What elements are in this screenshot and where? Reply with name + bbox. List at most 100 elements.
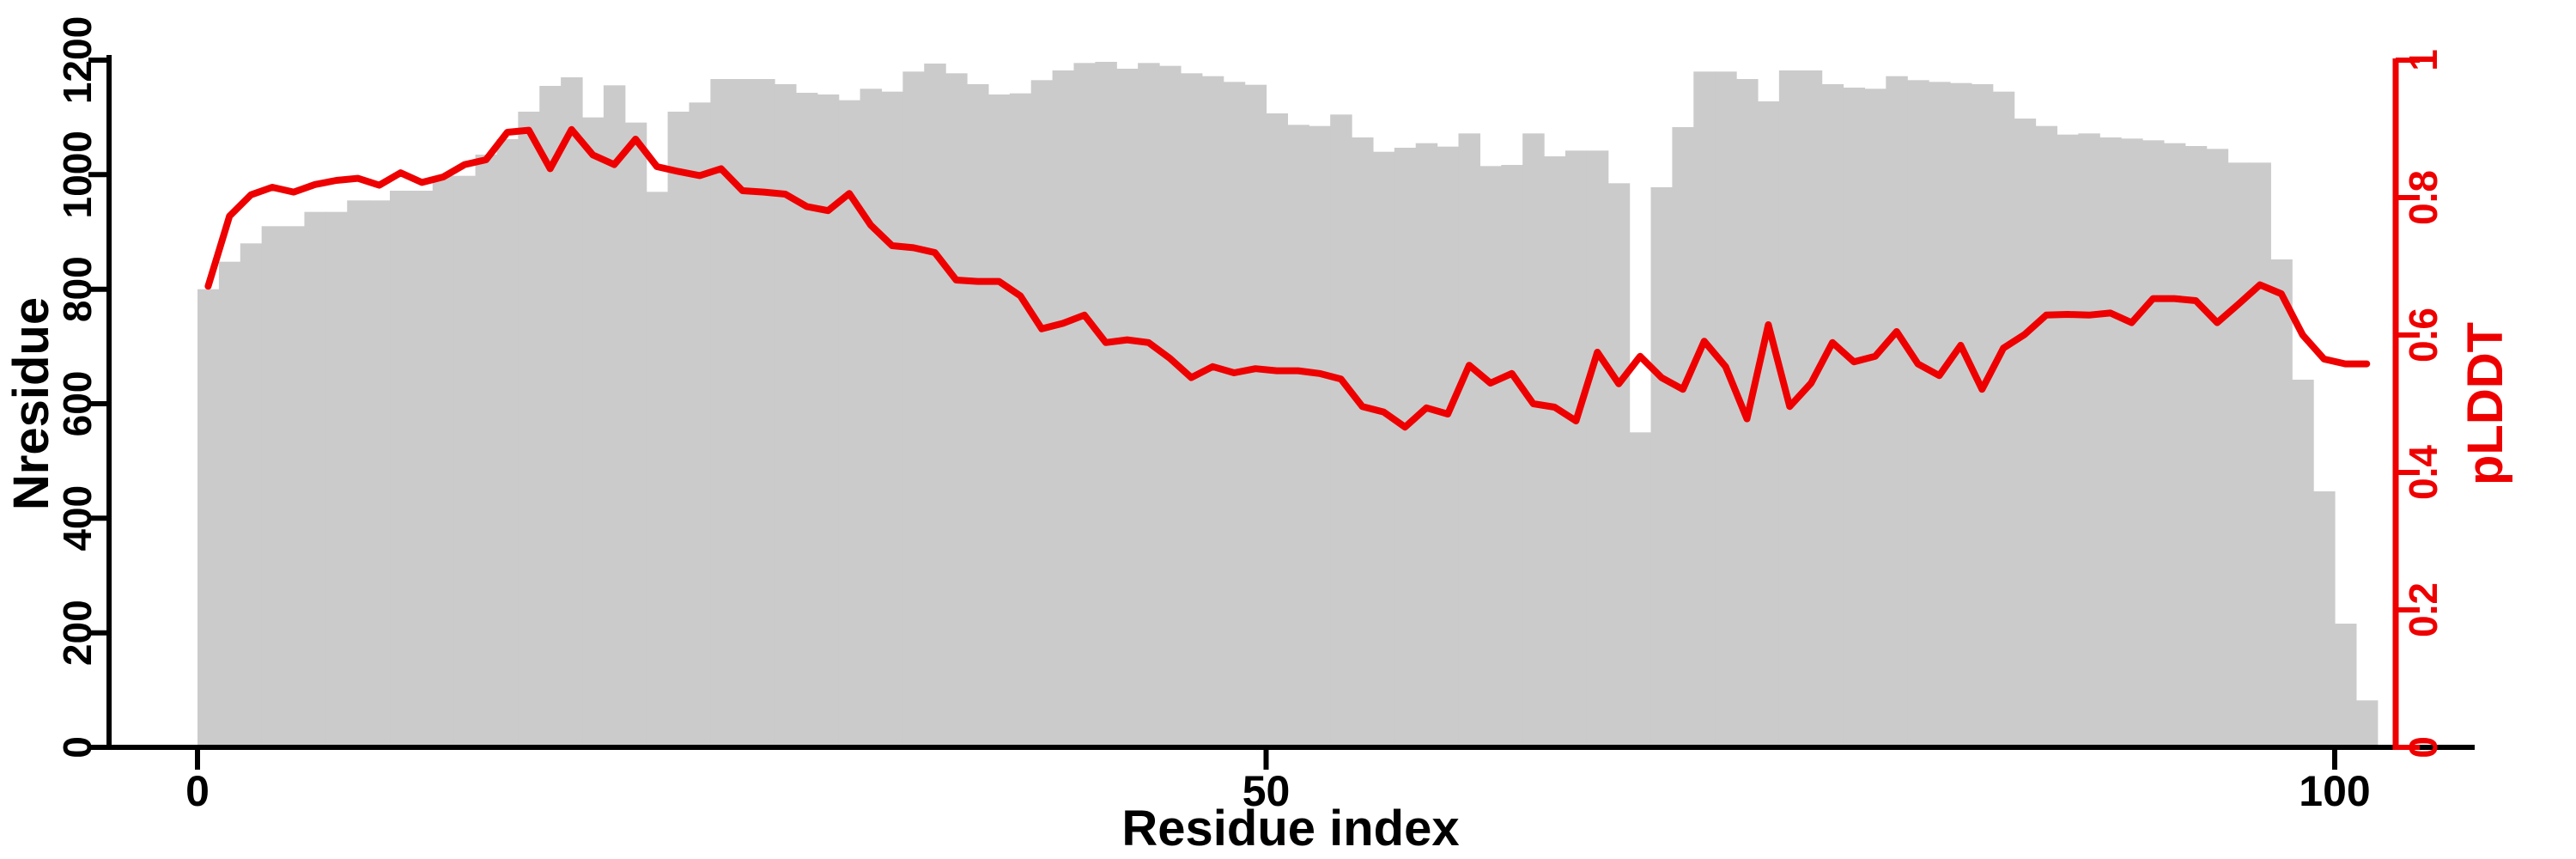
nresidue-bar — [1544, 156, 1566, 747]
left-tick-label: 800 — [55, 256, 100, 322]
nresidue-bar — [1437, 146, 1460, 748]
x-axis-title: Residue index — [1121, 801, 1459, 856]
nresidue-bar — [2270, 259, 2293, 747]
nresidue-bar — [1244, 84, 1267, 748]
nresidue-bar — [2292, 380, 2314, 747]
nresidue-bar — [967, 84, 989, 747]
nresidue-bar — [1949, 82, 1972, 748]
nresidue-bar — [667, 112, 690, 747]
nresidue-bar — [1266, 113, 1288, 747]
nresidue-bar — [1394, 148, 1417, 747]
nresidue-bar — [1052, 70, 1075, 747]
nresidue-bar — [1201, 76, 1224, 748]
nresidue-bar — [1992, 91, 2015, 748]
nresidue-bar — [1971, 84, 1994, 747]
nresidue-bar — [881, 91, 903, 748]
left-axis-ticks: 0 200 400 600 800 1000 1200 — [55, 16, 109, 758]
nresidue-bar — [283, 226, 306, 748]
nresidue-bar — [197, 289, 220, 747]
x-axis-ticks: 0 50 100 — [185, 747, 2371, 815]
nresidue-bar — [1372, 151, 1395, 748]
nresidue-bar — [945, 73, 968, 747]
right-tick-label: 0.8 — [2401, 170, 2445, 225]
nresidue-bar — [2035, 125, 2058, 748]
nresidue-bar — [1479, 166, 1502, 747]
nresidue-bar — [410, 191, 434, 747]
nresidue-bar — [261, 226, 284, 748]
nresidue-bar — [1864, 88, 1886, 747]
nresidue-bar — [1586, 150, 1609, 747]
left-tick-label: 1000 — [55, 131, 100, 218]
nresidue-bar — [368, 200, 391, 747]
left-tick-label: 200 — [55, 600, 100, 666]
right-axis-title: pLDDT — [2458, 322, 2513, 485]
nresidue-bar — [860, 88, 883, 747]
nresidue-bar — [817, 94, 840, 747]
nresidue-bar — [2099, 137, 2122, 747]
nresidue-bar — [1501, 165, 1523, 747]
right-tick-label: 0 — [2401, 736, 2445, 758]
left-tick-label: 600 — [55, 371, 100, 437]
right-axis-ticks: 0 0.2 0.4 0.6 0.8 1 — [2396, 49, 2445, 758]
nresidue-bar — [1009, 93, 1032, 748]
nresidue-bar — [1138, 63, 1160, 747]
nresidue-bar — [689, 102, 711, 747]
nresidue-bar — [1757, 101, 1780, 747]
nresidue-bar — [496, 139, 519, 747]
nresidue-bar — [390, 191, 412, 747]
left-tick-label: 1200 — [55, 16, 100, 104]
nresidue-bar — [2184, 146, 2208, 747]
nresidue-bar — [624, 122, 647, 748]
nresidue-bar — [753, 79, 775, 747]
x-tick-label: 0 — [185, 767, 210, 815]
nresidue-bar — [2227, 162, 2251, 747]
nresidue-bar — [1800, 70, 1823, 747]
nresidue-bar — [1607, 183, 1631, 747]
nresidue-bar — [218, 261, 241, 747]
nresidue-bar — [1907, 80, 1929, 747]
nresidue-bar — [1330, 114, 1352, 747]
left-tick-label: 400 — [55, 485, 100, 551]
nresidue-bar — [924, 64, 946, 747]
nresidue-bar — [1821, 84, 1844, 747]
nresidue-bar — [1650, 187, 1674, 747]
nresidue-bar — [1180, 73, 1203, 747]
nresidue-bar — [2313, 491, 2336, 747]
nresidue-bar — [1352, 137, 1374, 747]
nresidue-bar — [453, 175, 477, 748]
nresidue-bar — [2142, 140, 2165, 747]
nresidue-bar — [1223, 82, 1246, 747]
nresidue-bar — [902, 71, 925, 747]
nresidue-bar — [582, 117, 605, 748]
nresidue-bar — [347, 200, 369, 747]
nresidue-bar — [646, 192, 669, 747]
nresidue-bar — [1693, 71, 1716, 747]
nresidue-bars-group — [197, 62, 2379, 748]
nresidue-bar — [2163, 143, 2186, 748]
right-tick-label: 0.6 — [2401, 308, 2445, 362]
nresidue-bar — [1030, 80, 1054, 747]
nresidue-bar — [240, 243, 263, 748]
nresidue-bar — [2121, 138, 2143, 747]
nresidue-bar — [795, 93, 818, 747]
nresidue-bar — [561, 77, 583, 747]
nresidue-bar — [1629, 432, 1652, 747]
nresidue-bar — [2014, 119, 2037, 747]
nresidue-bar — [539, 86, 562, 747]
nresidue-bar — [2078, 133, 2100, 747]
nresidue-bar — [2355, 700, 2379, 747]
nresidue-bar — [1116, 69, 1139, 747]
nresidue-bar — [987, 94, 1011, 747]
nresidue-bar — [775, 84, 797, 747]
x-tick-label: 100 — [2299, 767, 2370, 815]
nresidue-bar — [2335, 624, 2357, 747]
nresidue-bar — [1415, 143, 1438, 748]
nresidue-bar — [1564, 150, 1588, 747]
right-tick-label: 0.4 — [2401, 445, 2445, 500]
left-axis-title: Nresidue — [3, 297, 59, 510]
nresidue-bar — [1309, 125, 1331, 748]
nresidue-bar — [2249, 162, 2271, 747]
nresidue-bar — [1715, 71, 1737, 747]
